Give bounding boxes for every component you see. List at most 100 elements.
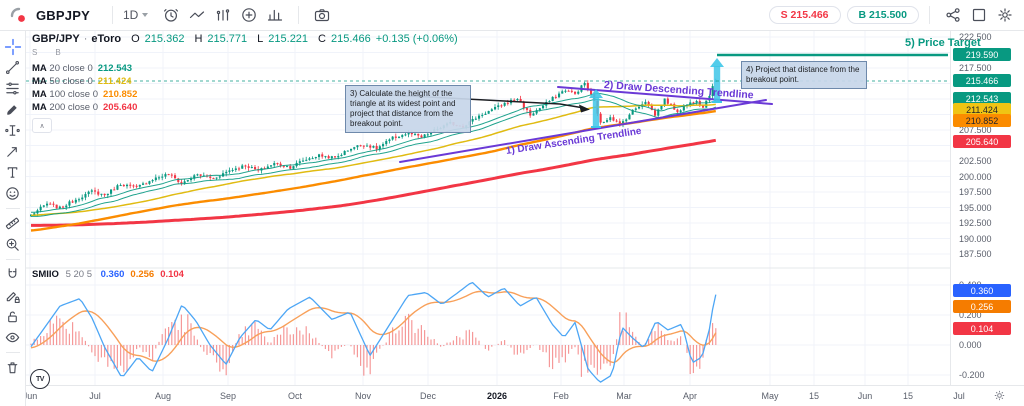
tradingview-logo[interactable]: TV	[30, 369, 50, 389]
axis-tick-label: 192.500	[959, 218, 992, 228]
time-tick-label: 15	[808, 391, 820, 401]
axis-tick-label: 0.200	[959, 310, 982, 320]
annotation-step3-box[interactable]: 3) Calculate the height of the triangle …	[345, 85, 471, 133]
oscillator-pane	[30, 281, 717, 383]
arrow-marker-icon[interactable]	[2, 141, 24, 162]
time-tick-label: Oct	[287, 391, 303, 401]
ruler-icon[interactable]	[2, 213, 24, 234]
maximize-icon[interactable]	[966, 2, 992, 28]
time-tick-label: Nov	[354, 391, 372, 401]
trend-line-icon[interactable]	[2, 57, 24, 78]
time-tick-label: Dec	[419, 391, 437, 401]
chart-canvas[interactable]	[26, 30, 950, 385]
interval-value: 1D	[122, 8, 139, 22]
close-value: 215.466	[331, 33, 371, 45]
axis-tick-label: 202.500	[959, 156, 992, 166]
change-value: +0.135 (+0.06%)	[375, 33, 458, 45]
axis-price-badge: 212.543	[953, 92, 1011, 105]
axis-price-badge: 215.466	[953, 74, 1011, 87]
oscillator-name: SMIIO	[32, 269, 59, 280]
ma-legend-row[interactable]: MA 200 close 0 205.640	[32, 102, 138, 113]
axis-tick-label: 190.000	[959, 234, 992, 244]
high-value: 215.771	[207, 33, 248, 45]
legend-exchange: eToro	[91, 33, 122, 45]
open-label: O	[131, 33, 140, 45]
open-value: 215.362	[144, 33, 185, 45]
oscillator-value: 0.256	[130, 269, 155, 280]
axis-settings-gear-icon[interactable]	[992, 388, 1007, 406]
axis-price-badge: 210.852	[953, 114, 1011, 127]
settings-gear-icon[interactable]	[992, 2, 1018, 28]
axis-tick-label: 187.500	[959, 249, 992, 259]
time-tick-label: Sep	[219, 391, 237, 401]
oscillator-params: 5 20 5	[65, 269, 92, 280]
sell-hint: S	[32, 48, 38, 57]
time-tick-label: Jun	[26, 391, 38, 401]
legend-separator: ·	[83, 33, 88, 45]
axis-tick-label: 0.000	[959, 340, 982, 350]
interval-dropdown[interactable]: 1D	[122, 8, 149, 22]
hide-all-eye-icon[interactable]	[2, 327, 24, 348]
toolbar-divider	[298, 6, 300, 24]
symbol-legend-row[interactable]: GBP/JPY · eToro O 215.362 H 215.771 L 215.2…	[32, 33, 458, 45]
remove-all-trash-icon[interactable]	[2, 357, 24, 378]
alert-icon[interactable]	[158, 2, 184, 28]
emoji-icon[interactable]	[2, 183, 24, 204]
annotation-step4-box[interactable]: 4) Project that distance from the breako…	[741, 61, 867, 89]
zoom-in-icon[interactable]	[2, 234, 24, 255]
share-icon[interactable]	[940, 2, 966, 28]
top-toolbar: GBPJPY 1D S 215.466 B 215.500	[0, 0, 1024, 31]
axis-tick-label: -0.200	[959, 370, 985, 380]
axis-tick-label: 197.500	[959, 187, 992, 197]
axis-price-badge: 211.424	[953, 103, 1011, 116]
brush-icon[interactable]	[2, 99, 24, 120]
price-target-label[interactable]: 5) Price Target	[905, 37, 981, 49]
axis-price-badge: 0.360	[953, 284, 1011, 297]
axis-tick-label: 207.500	[959, 125, 992, 135]
buy-hint: B	[55, 48, 61, 57]
chart-type-icon[interactable]	[184, 2, 210, 28]
indicators-icon[interactable]	[210, 2, 236, 28]
ma-legend-row[interactable]: MA 50 close 0 211.424	[32, 76, 132, 87]
ma-legend-row[interactable]: MA 100 close 0 210.852	[32, 89, 138, 100]
text-tool-icon[interactable]	[2, 162, 24, 183]
buy-button[interactable]: B 215.500	[846, 6, 919, 24]
time-tick-label: Mar	[616, 391, 632, 401]
time-axis[interactable]: Jun Jul Aug Sep Oct Nov Dec 2026 Feb Mar Apr May 15 J…	[26, 385, 1024, 406]
main-legend: GBP/JPY · eToro O 215.362 H 215.771 L 215.2…	[32, 33, 458, 133]
crosshair-icon[interactable]	[2, 36, 24, 57]
time-tick-label: Jul	[953, 391, 965, 401]
time-tick-label: 15	[902, 391, 914, 401]
fib-retracement-icon[interactable]	[2, 78, 24, 99]
symbol-title: GBPJPY	[36, 7, 90, 23]
stats-icon[interactable]	[262, 2, 288, 28]
broker-logo-icon[interactable]	[8, 5, 28, 25]
compare-icon[interactable]	[236, 2, 262, 28]
axis-price-badge: 0.104	[953, 322, 1011, 335]
axis-tick-label: 222.500	[959, 32, 992, 42]
toolbar-divider	[111, 6, 113, 24]
time-tick-label: 2026	[486, 391, 508, 401]
long-position-icon[interactable]	[2, 120, 24, 141]
price-axis[interactable]: 222.500 217.500 207.500 202.500 200.000 197.5…	[950, 30, 1024, 385]
low-value: 215.221	[268, 33, 309, 45]
lock-all-icon[interactable]	[2, 306, 24, 327]
axis-tick-label: 195.000	[959, 203, 992, 213]
toolbar-divider	[5, 259, 20, 260]
oscillator-legend[interactable]: SMIIO 5 20 5 0.360 0.256 0.104	[32, 269, 184, 280]
chevron-down-icon	[142, 13, 149, 17]
toolbar-divider	[5, 208, 20, 209]
sell-button[interactable]: S 215.466	[768, 6, 841, 24]
ma-legend: MA 20 close 0 212.543 MA 50 close 0 211.424…	[32, 62, 458, 114]
drawing-lock-icon[interactable]	[2, 285, 24, 306]
axis-price-badge: 205.640	[953, 135, 1011, 148]
time-tick-label: May	[761, 391, 779, 401]
axis-tick-label: 200.000	[959, 172, 992, 182]
axis-price-badge: 219.590	[953, 48, 1011, 61]
oscillator-values: 0.360 0.256 0.104	[95, 269, 184, 280]
ma-legend-row[interactable]: MA 20 close 0 212.543	[32, 63, 133, 74]
collapse-legend-button[interactable]: ∧	[32, 118, 52, 133]
camera-icon[interactable]	[309, 2, 335, 28]
magnet-icon[interactable]	[2, 264, 24, 285]
